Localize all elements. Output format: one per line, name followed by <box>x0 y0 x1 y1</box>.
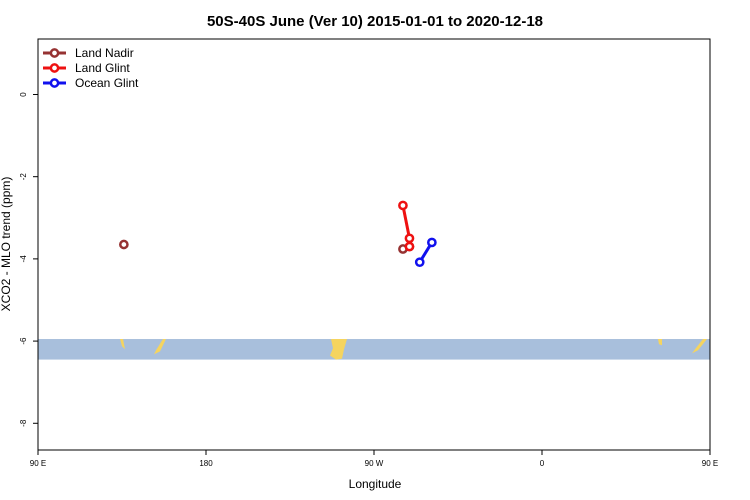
legend-item-land-nadir: Land Nadir <box>43 46 134 60</box>
x-tick-label: 180 <box>199 459 213 468</box>
legend-item-ocean-glint: Ocean Glint <box>43 76 139 90</box>
land-glint-point <box>404 241 415 252</box>
series-ocean-glint <box>414 237 437 268</box>
land-glint-point <box>398 200 408 211</box>
legend-label: Land Nadir <box>75 46 134 60</box>
land-mass <box>658 339 662 346</box>
x-axis-label: Longitude <box>349 477 402 491</box>
y-tick-label: -4 <box>19 255 28 263</box>
y-tick-label: -8 <box>19 419 28 427</box>
land-glint-point <box>404 233 415 244</box>
legend-marker <box>49 63 60 73</box>
land-glint-line <box>401 205 411 239</box>
legend-marker <box>49 48 60 58</box>
legend-label: Ocean Glint <box>75 76 139 90</box>
y-axis-label: XCO2 - MLO trend (ppm) <box>0 177 13 312</box>
ocean-glint-point <box>414 257 425 268</box>
x-tick-label: 90 E <box>30 459 46 468</box>
land-nadir-point <box>119 239 129 250</box>
y-tick-label: -2 <box>19 173 28 181</box>
chart-title: 50S-40S June (Ver 10) 2015-01-01 to 2020… <box>207 13 543 30</box>
x-axis: 90 E 180 90 W 0 90 E <box>30 450 718 468</box>
y-tick-label: 0 <box>19 92 28 97</box>
x-tick-label: 90 W <box>365 459 384 468</box>
legend-item-land-glint: Land Glint <box>43 61 130 75</box>
land-mass <box>154 339 166 355</box>
land-mass <box>120 339 125 350</box>
ocean-band <box>38 339 710 360</box>
ocean-glint-point <box>427 237 437 248</box>
x-tick-label: 90 E <box>702 459 718 468</box>
legend-marker <box>49 78 60 88</box>
series-layer <box>119 200 437 268</box>
legend-label: Land Glint <box>75 61 130 75</box>
land-mass <box>692 339 707 354</box>
x-tick-label: 0 <box>540 459 545 468</box>
series-land-glint <box>398 200 415 252</box>
map-band <box>38 339 710 360</box>
y-tick-label: -6 <box>19 337 28 345</box>
y-axis: 0 -2 -4 -6 -8 <box>19 92 38 427</box>
land-mass <box>330 339 347 360</box>
